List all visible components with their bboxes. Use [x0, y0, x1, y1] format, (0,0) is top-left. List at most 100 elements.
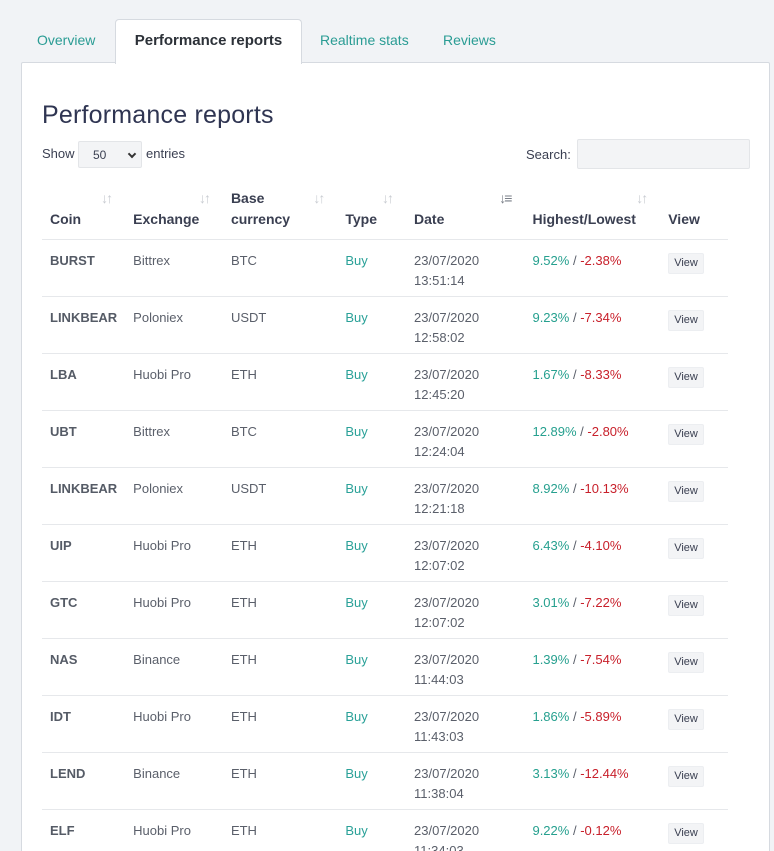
date-value: 23/07/2020 — [414, 480, 480, 496]
view-button[interactable]: View — [668, 423, 704, 445]
exchange-cell: Huobi Pro — [125, 581, 223, 639]
column-header-coin[interactable]: ↓↑ Coin — [42, 184, 126, 240]
page-size-value: 50 — [93, 148, 107, 162]
highest-value: 1.86% — [532, 708, 570, 724]
coin-cell: ELF — [42, 809, 126, 851]
date-value: 23/07/2020 — [414, 309, 480, 325]
view-button[interactable]: View — [668, 651, 704, 673]
type-cell: Buy — [337, 581, 407, 639]
column-header-exchange[interactable]: ↓↑ Exchange — [125, 184, 223, 240]
view-button[interactable]: View — [668, 594, 704, 616]
view-cell: View — [660, 581, 728, 639]
type-cell: Buy — [337, 353, 407, 411]
date-value: 23/07/2020 — [414, 822, 480, 838]
tab-realtime-stats[interactable]: Realtime stats — [320, 32, 409, 48]
separator: / — [569, 822, 581, 838]
sort-descending-icon: ↓≡ — [499, 190, 512, 206]
column-header-base-currency[interactable]: ↓↑ Base currency — [222, 184, 338, 240]
performance-table: ↓↑ Coin ↓↑ Exchange ↓↑ Base currency ↓↑ Type… — [42, 184, 728, 851]
sort-arrows-icon: ↓↑ — [382, 190, 394, 206]
type-cell: Buy — [337, 239, 407, 297]
view-button[interactable]: View — [668, 765, 704, 787]
view-button[interactable]: View — [668, 480, 704, 502]
type-cell: Buy — [337, 296, 407, 354]
date-value: 23/07/2020 — [414, 423, 480, 439]
date-value: 23/07/2020 — [414, 594, 480, 610]
date-cell: 23/07/2020 12:24:04 — [406, 410, 525, 468]
tab-performance-reports[interactable]: Performance reports — [115, 19, 302, 64]
type-cell: Buy — [337, 410, 407, 468]
highest-lowest-cell: 12.89% / -2.80% — [524, 410, 661, 468]
exchange-cell: Bittrex — [125, 239, 223, 297]
time-value: 12:07:02 — [414, 614, 465, 630]
highest-lowest-cell: 1.86% / -5.89% — [524, 695, 661, 753]
table-row: UBT Bittrex BTC Buy 23/07/2020 12:24:04 12.89%… — [42, 410, 728, 468]
view-cell: View — [660, 239, 728, 297]
separator: / — [569, 651, 581, 667]
exchange-cell: Binance — [125, 638, 223, 696]
sort-arrows-icon: ↓↑ — [636, 190, 648, 206]
date-cell: 23/07/2020 12:07:02 — [406, 581, 525, 639]
view-button[interactable]: View — [668, 537, 704, 559]
type-cell: Buy — [337, 695, 407, 753]
view-cell: View — [660, 296, 728, 354]
type-cell: Buy — [337, 809, 407, 851]
time-value: 11:38:04 — [414, 785, 464, 801]
date-value: 23/07/2020 — [414, 537, 480, 553]
sort-arrows-icon: ↓↑ — [198, 190, 211, 206]
page-size-select[interactable]: 50 — [78, 141, 142, 168]
view-cell: View — [660, 809, 728, 851]
base-currency-cell: BTC — [222, 239, 338, 297]
separator: / — [569, 594, 581, 610]
type-cell: Buy — [337, 752, 407, 810]
view-button[interactable]: View — [668, 366, 704, 388]
coin-cell: BURST — [42, 239, 126, 297]
exchange-cell: Huobi Pro — [125, 695, 223, 753]
view-cell: View — [660, 524, 728, 582]
lowest-value: -8.33% — [580, 366, 622, 382]
search-label: Search: — [526, 147, 571, 162]
column-header-type[interactable]: ↓↑ Type — [337, 184, 407, 240]
lowest-value: -2.80% — [587, 423, 629, 439]
table-row: LEND Binance ETH Buy 23/07/2020 11:38:04 3.13%… — [42, 752, 728, 810]
highest-lowest-cell: 9.23% / -7.34% — [524, 296, 661, 354]
separator: / — [569, 480, 581, 496]
view-button[interactable]: View — [668, 822, 704, 844]
view-button[interactable]: View — [668, 309, 704, 331]
base-currency-cell: USDT — [222, 467, 338, 525]
exchange-cell: Huobi Pro — [125, 809, 223, 851]
highest-value: 1.67% — [532, 366, 570, 382]
exchange-cell: Huobi Pro — [125, 353, 223, 411]
exchange-cell: Huobi Pro — [125, 524, 223, 582]
highest-lowest-cell: 9.52% / -2.38% — [524, 239, 661, 297]
view-button[interactable]: View — [668, 252, 704, 274]
view-button[interactable]: View — [668, 708, 704, 730]
highest-value: 9.23% — [532, 309, 570, 325]
highest-value: 3.01% — [532, 594, 570, 610]
view-cell: View — [660, 752, 728, 810]
highest-lowest-cell: 9.22% / -0.12% — [524, 809, 661, 851]
chevron-down-icon — [127, 149, 137, 159]
column-header-highest-lowest[interactable]: ↓↑ Highest/Lowest — [524, 184, 661, 240]
table-row: ELF Huobi Pro ETH Buy 23/07/2020 11:34:03 9.22… — [42, 809, 728, 851]
column-header-view: View — [660, 184, 728, 240]
base-currency-cell: ETH — [222, 353, 338, 411]
lowest-value: -4.10% — [580, 537, 622, 553]
coin-cell: UIP — [42, 524, 126, 582]
show-label: Show — [42, 146, 75, 161]
search-input[interactable] — [577, 139, 750, 169]
highest-lowest-cell: 3.01% / -7.22% — [524, 581, 661, 639]
time-value: 12:24:04 — [414, 443, 465, 459]
coin-cell: IDT — [42, 695, 126, 753]
column-header-date[interactable]: ↓≡ Date — [406, 184, 525, 240]
date-cell: 23/07/2020 12:45:20 — [406, 353, 525, 411]
table-controls: Show 50 entries Search: — [42, 139, 752, 171]
date-cell: 23/07/2020 13:51:14 — [406, 239, 525, 297]
coin-cell: LEND — [42, 752, 126, 810]
coin-cell: NAS — [42, 638, 126, 696]
lowest-value: -10.13% — [580, 480, 629, 496]
table-row: UIP Huobi Pro ETH Buy 23/07/2020 12:07:02 6.43… — [42, 524, 728, 582]
tab-overview[interactable]: Overview — [37, 32, 96, 48]
tab-reviews[interactable]: Reviews — [443, 32, 496, 48]
date-cell: 23/07/2020 12:58:02 — [406, 296, 525, 354]
